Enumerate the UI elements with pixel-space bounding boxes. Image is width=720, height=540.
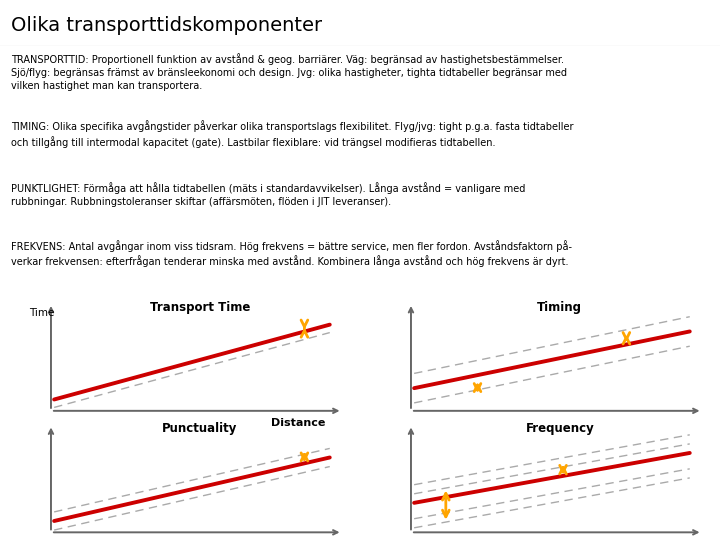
Text: TIMING: Olika specifika avgångstider påverkar olika transportslags flexibilitet.: TIMING: Olika specifika avgångstider påv… bbox=[11, 120, 573, 148]
Text: PUNKTLIGHET: Förmåga att hålla tidtabellen (mäts i standardavvikelser). Långa av: PUNKTLIGHET: Förmåga att hålla tidtabell… bbox=[11, 183, 525, 207]
Text: Olika transporttidskomponenter: Olika transporttidskomponenter bbox=[11, 16, 322, 35]
Text: Transport Time: Transport Time bbox=[150, 301, 250, 314]
Text: TRANSPORTTID: Proportionell funktion av avstånd & geog. barriärer. Väg: begränsa: TRANSPORTTID: Proportionell funktion av … bbox=[11, 53, 567, 91]
Text: Distance: Distance bbox=[271, 417, 325, 428]
Text: Frequency: Frequency bbox=[526, 422, 594, 435]
Text: Punctuality: Punctuality bbox=[162, 422, 238, 435]
Text: FREKVENS: Antal avgångar inom viss tidsram. Hög frekvens = bättre service, men f: FREKVENS: Antal avgångar inom viss tidsr… bbox=[11, 240, 572, 267]
Text: Timing: Timing bbox=[537, 301, 582, 314]
Text: Time: Time bbox=[29, 308, 54, 318]
